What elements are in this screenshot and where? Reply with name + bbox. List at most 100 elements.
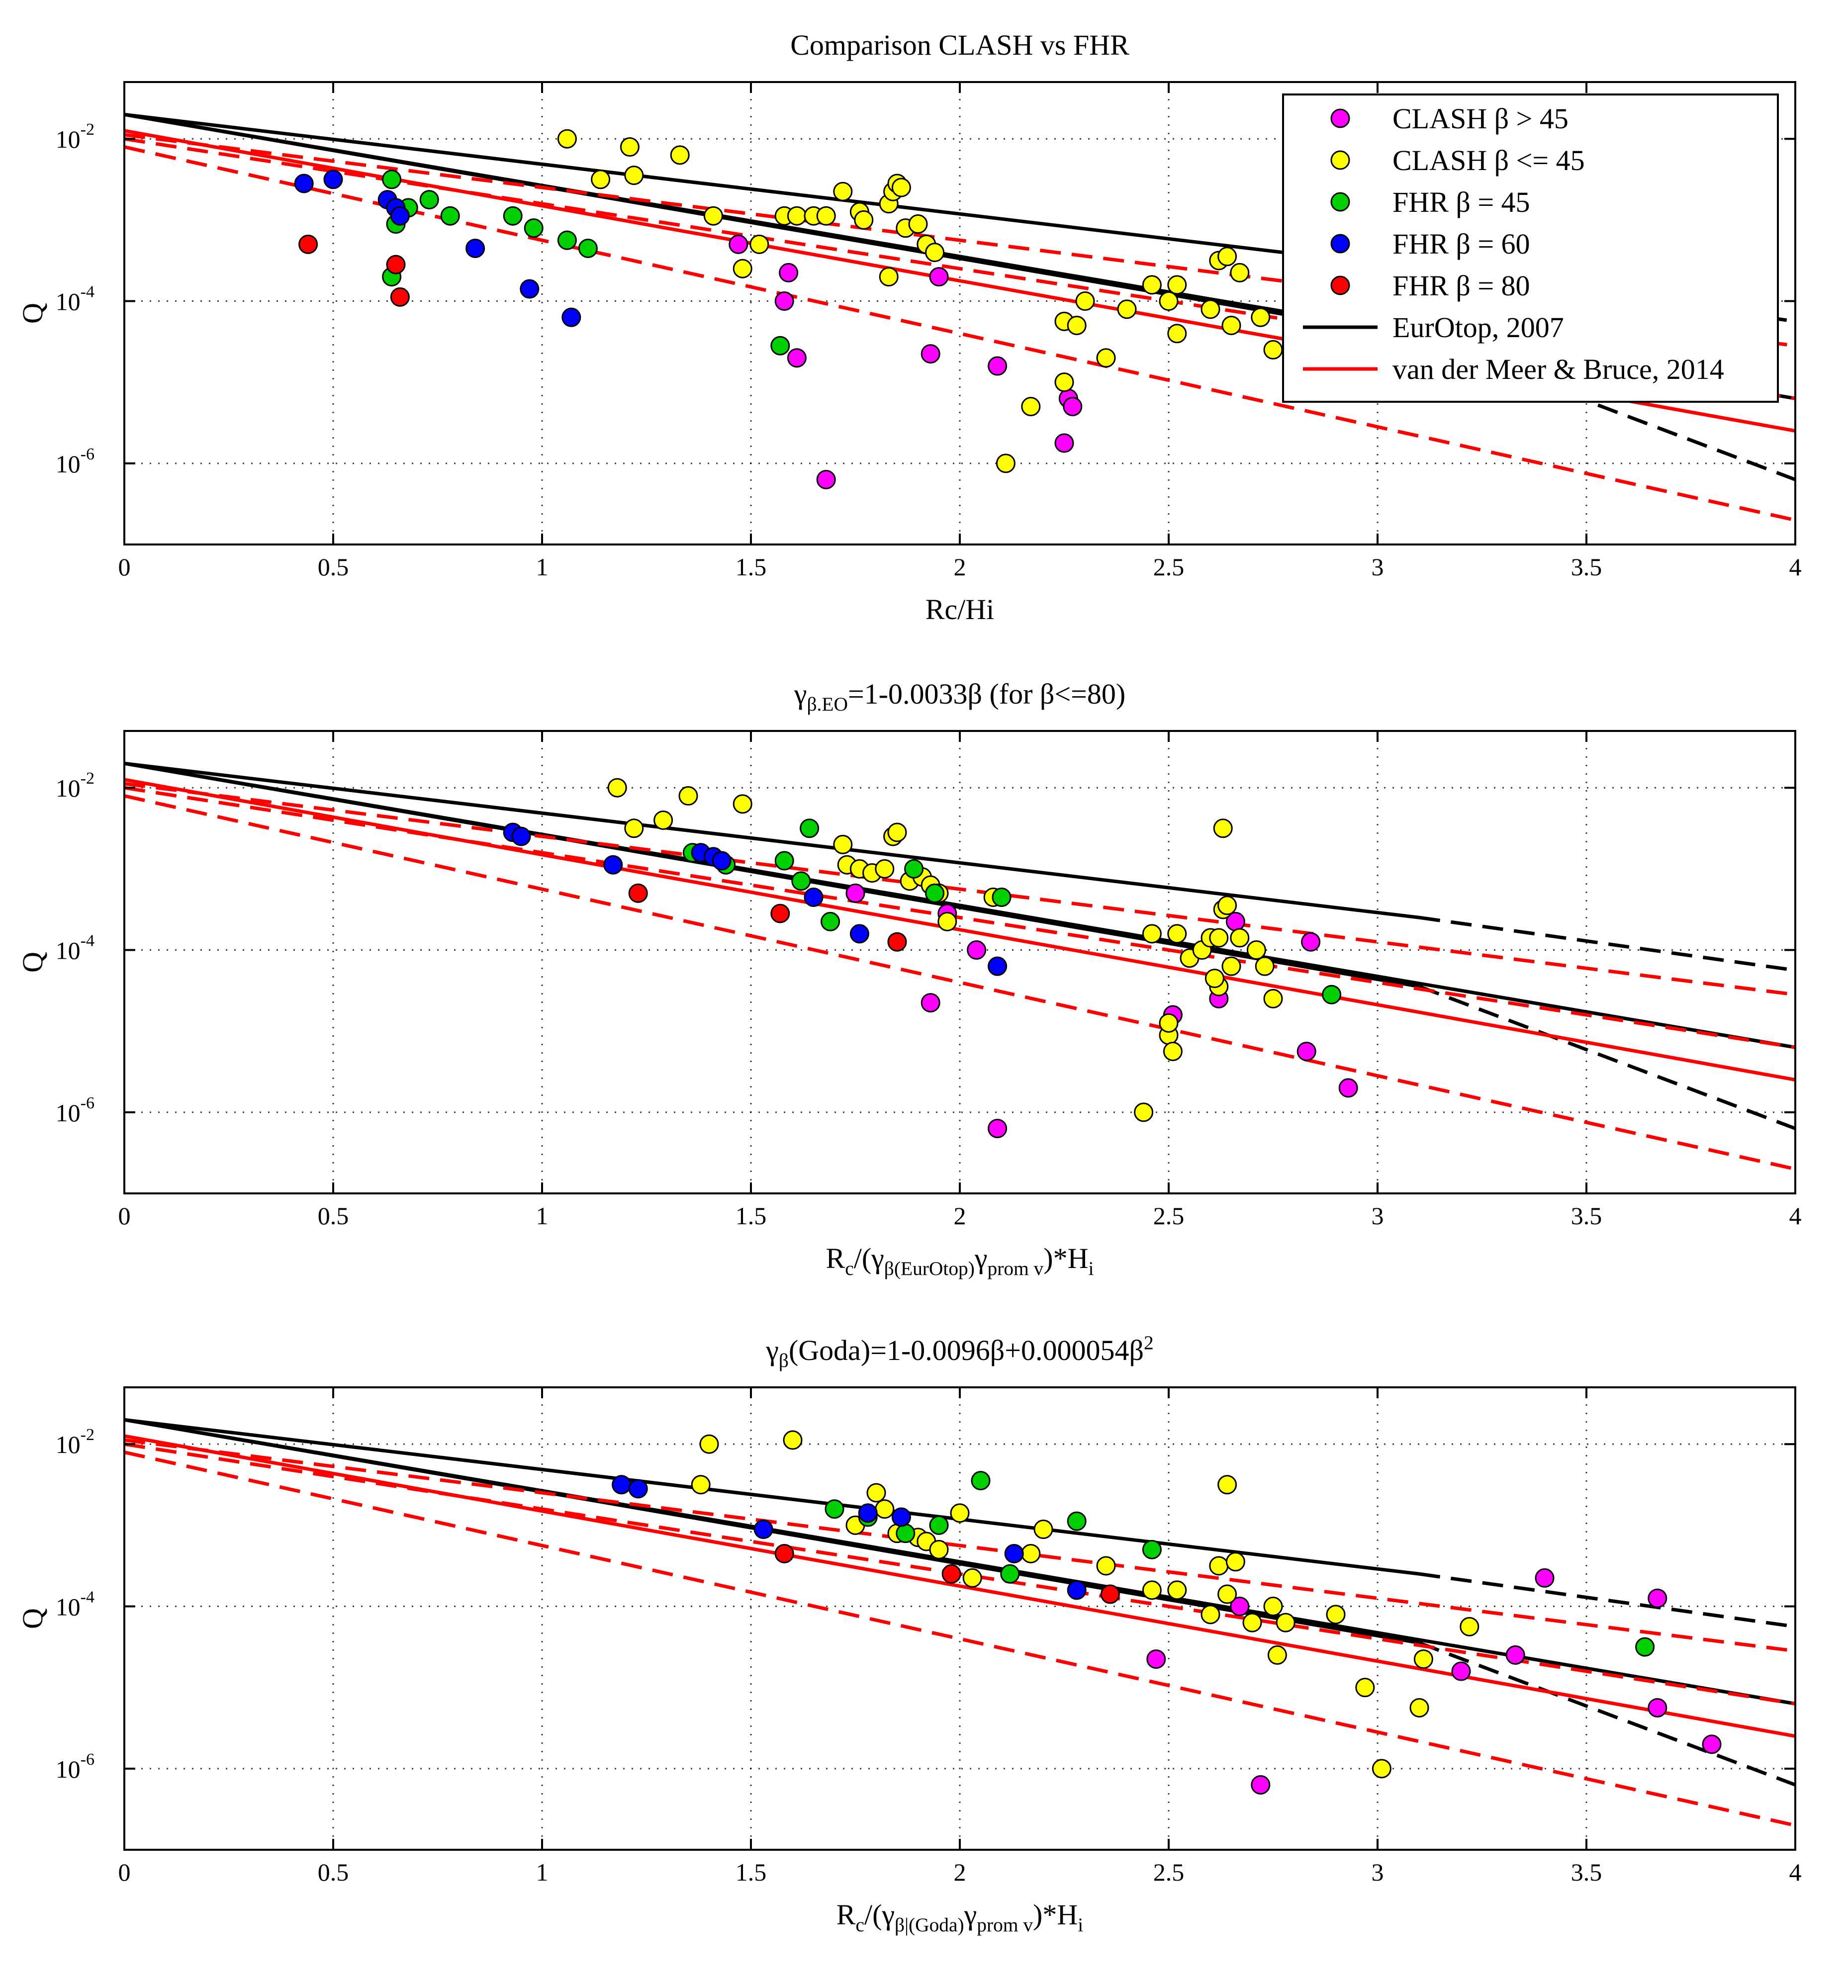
- y-tick-label: 10-4: [56, 932, 94, 965]
- data-point: [929, 1539, 949, 1559]
- y-tick-base: 10: [56, 1431, 81, 1458]
- data-point: [1142, 275, 1162, 295]
- data-point: [1159, 1013, 1179, 1033]
- fit-line: [124, 112, 1420, 340]
- y-tick-exponent: -6: [81, 1094, 94, 1112]
- x-tick-label: 1: [536, 1858, 549, 1886]
- data-point: [1075, 291, 1095, 311]
- data-point: [624, 818, 644, 838]
- data-point: [1067, 315, 1087, 335]
- chart-title-part: =1-0.0033β (for β<=80): [848, 678, 1125, 710]
- data-point: [787, 348, 807, 368]
- fit-line: [124, 794, 1795, 1171]
- x-tick-label: 0.5: [318, 1202, 349, 1230]
- data-point: [1263, 989, 1283, 1008]
- y-tick-label: 10-2: [56, 120, 94, 153]
- plot-frame: [123, 1386, 1796, 1851]
- data-point: [1246, 940, 1266, 960]
- data-point: [603, 855, 623, 875]
- data-point: [1117, 299, 1137, 319]
- chart-title-part: 2: [1144, 1332, 1154, 1354]
- data-point: [1242, 1613, 1262, 1632]
- fit-line: [124, 1434, 1795, 1738]
- data-point: [1201, 1605, 1220, 1625]
- fit-line: [124, 761, 1420, 989]
- x-tick-label: 0: [118, 553, 131, 581]
- data-point: [791, 871, 811, 891]
- data-point: [390, 206, 410, 226]
- data-point: [1142, 1580, 1162, 1600]
- fit-line: [1419, 915, 1795, 972]
- x-tick-label: 2.5: [1153, 553, 1185, 581]
- fit-line: [124, 786, 1795, 1049]
- fit-line: [124, 1418, 1420, 1576]
- data-point: [1217, 1584, 1237, 1604]
- data-point: [503, 206, 523, 226]
- data-point: [908, 214, 928, 234]
- chart-title-part: γ: [765, 1334, 779, 1366]
- x-axis-label-part: R: [836, 1898, 856, 1931]
- x-tick-label: 4: [1789, 553, 1802, 581]
- data-point: [1301, 932, 1321, 952]
- data-point: [1000, 1564, 1020, 1584]
- data-point: [653, 810, 673, 830]
- data-point: [845, 883, 865, 903]
- x-axis-label-part: c: [845, 1258, 854, 1279]
- x-tick-label: 2.5: [1153, 1858, 1185, 1886]
- data-point: [875, 1499, 895, 1519]
- chart-title-part: (Goda)=1-0.0096β+0.000054β: [789, 1334, 1144, 1366]
- y-tick-label: 10-2: [56, 769, 94, 802]
- legend-marker: [1330, 275, 1350, 295]
- data-point: [1648, 1698, 1667, 1717]
- data-point: [1167, 324, 1187, 344]
- legend-box: [1282, 93, 1779, 403]
- data-point: [628, 883, 648, 903]
- data-point: [1167, 924, 1187, 944]
- fit-line: [124, 112, 1420, 271]
- data-point: [1096, 1556, 1116, 1576]
- data-point: [440, 206, 460, 226]
- data-point: [774, 851, 794, 871]
- data-point: [774, 1543, 794, 1563]
- data-point: [891, 1507, 911, 1527]
- x-tick-label: 3: [1372, 1858, 1384, 1886]
- y-tick-base: 10: [56, 125, 81, 153]
- y-tick-base: 10: [56, 937, 81, 965]
- data-point: [628, 1479, 648, 1499]
- data-point: [1004, 1543, 1024, 1563]
- data-point: [1142, 1539, 1162, 1559]
- y-tick-base: 10: [56, 450, 81, 478]
- fit-line: [1419, 1572, 1795, 1628]
- data-point: [858, 1503, 878, 1523]
- chart-panel-2: γβ.EO=1-0.0033β (for β<=80)0 0.5 1 1.5 2 2.5 3…: [16, 678, 1802, 1279]
- data-point: [1067, 1580, 1087, 1600]
- data-point: [921, 344, 940, 364]
- data-point: [925, 243, 945, 263]
- scatter-points: [503, 778, 1358, 1138]
- x-tick-label: 1.5: [736, 1202, 767, 1230]
- x-tick-label: 2: [954, 553, 966, 581]
- data-point: [1167, 1580, 1187, 1600]
- data-point: [1213, 818, 1233, 838]
- x-axis-label-part: γ: [974, 1242, 988, 1274]
- data-point: [1338, 1078, 1358, 1098]
- data-point: [1217, 1475, 1237, 1495]
- fit-line: [124, 778, 1795, 1082]
- data-point: [962, 1568, 982, 1588]
- data-point: [779, 263, 799, 282]
- data-point: [511, 826, 531, 846]
- data-point: [323, 170, 343, 189]
- y-tick-exponent: -2: [81, 769, 94, 788]
- data-point: [1159, 291, 1179, 311]
- x-tick-label: 2.5: [1153, 1202, 1185, 1230]
- data-point: [1134, 1102, 1154, 1122]
- data-point: [804, 887, 824, 907]
- data-point: [1413, 1649, 1433, 1669]
- data-point: [733, 794, 752, 814]
- y-tick-base: 10: [56, 1593, 81, 1621]
- data-point: [1326, 1605, 1346, 1625]
- x-axis-label-part: R: [826, 1242, 845, 1274]
- data-point: [1100, 1584, 1120, 1604]
- data-point: [988, 1118, 1008, 1138]
- data-point: [733, 259, 752, 278]
